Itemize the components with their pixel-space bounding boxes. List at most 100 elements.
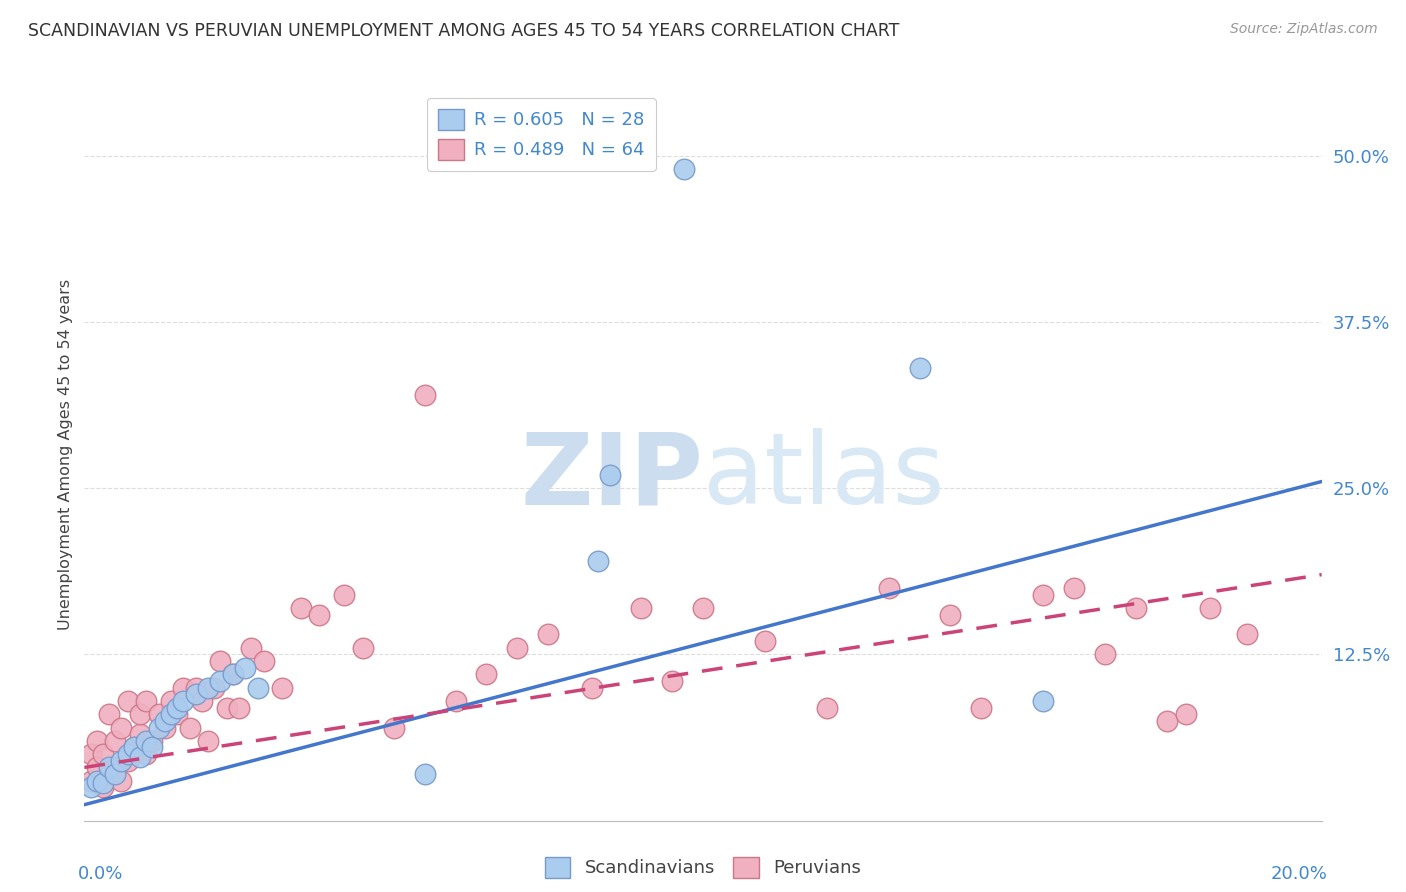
Point [110,721,132,735]
Point [1125,600,1147,615]
Text: 0.0%: 0.0% [79,864,124,882]
Point [1236,627,1258,641]
Legend: Scandinavians, Peruvians: Scandinavians, Peruvians [538,849,868,885]
Point [692,600,714,615]
Point [1094,648,1116,662]
Point [271,681,294,695]
Point [104,734,127,748]
Point [1174,707,1197,722]
Point [110,773,132,788]
Point [91,780,114,795]
Point [630,600,652,615]
Point [939,607,962,622]
Point [908,361,931,376]
Point [1156,714,1178,728]
Point [79,747,101,761]
Point [413,388,436,402]
Point [197,734,219,748]
Point [117,754,139,768]
Point [352,640,374,655]
Point [86,760,108,774]
Text: ZIP: ZIP [520,428,703,525]
Point [754,634,776,648]
Point [184,681,207,695]
Point [599,467,621,482]
Point [166,700,188,714]
Point [815,700,838,714]
Point [129,749,152,764]
Point [222,667,245,681]
Point [184,687,207,701]
Point [129,727,152,741]
Point [148,721,170,735]
Point [209,654,232,668]
Point [1032,588,1054,602]
Point [191,694,214,708]
Point [160,707,183,722]
Point [246,681,269,695]
Point [98,707,121,722]
Point [141,734,163,748]
Point [233,661,256,675]
Y-axis label: Unemployment Among Ages 45 to 54 years: Unemployment Among Ages 45 to 54 years [58,279,73,631]
Point [117,694,139,708]
Point [673,161,696,176]
Point [253,654,276,668]
Point [537,627,560,641]
Point [91,776,114,790]
Point [141,740,163,755]
Point [117,747,139,761]
Point [79,780,101,795]
Point [1063,581,1085,595]
Point [135,694,157,708]
Point [222,667,245,681]
Text: atlas: atlas [703,428,945,525]
Point [215,700,238,714]
Point [86,773,108,788]
Point [444,694,467,708]
Point [475,667,498,681]
Point [104,760,127,774]
Point [153,721,176,735]
Point [382,721,405,735]
Point [586,554,609,568]
Text: 20.0%: 20.0% [1271,864,1327,882]
Point [148,707,170,722]
Point [122,740,145,755]
Point [153,714,176,728]
Point [110,754,132,768]
Point [240,640,263,655]
Text: Source: ZipAtlas.com: Source: ZipAtlas.com [1230,22,1378,37]
Point [104,767,127,781]
Point [160,694,183,708]
Point [129,707,152,722]
Point [877,581,900,595]
Point [98,767,121,781]
Point [506,640,529,655]
Point [197,681,219,695]
Point [1032,694,1054,708]
Point [86,734,108,748]
Point [202,681,225,695]
Point [135,747,157,761]
Point [98,760,121,774]
Point [413,767,436,781]
Point [172,681,194,695]
Point [581,681,603,695]
Point [179,721,201,735]
Point [290,600,312,615]
Point [166,707,188,722]
Point [333,588,356,602]
Point [308,607,330,622]
Point [172,694,194,708]
Point [228,700,250,714]
Point [209,673,232,688]
Text: SCANDINAVIAN VS PERUVIAN UNEMPLOYMENT AMONG AGES 45 TO 54 YEARS CORRELATION CHAR: SCANDINAVIAN VS PERUVIAN UNEMPLOYMENT AM… [28,22,900,40]
Point [91,747,114,761]
Point [1199,600,1222,615]
Point [970,700,993,714]
Point [79,773,101,788]
Point [661,673,683,688]
Point [122,740,145,755]
Point [135,734,157,748]
